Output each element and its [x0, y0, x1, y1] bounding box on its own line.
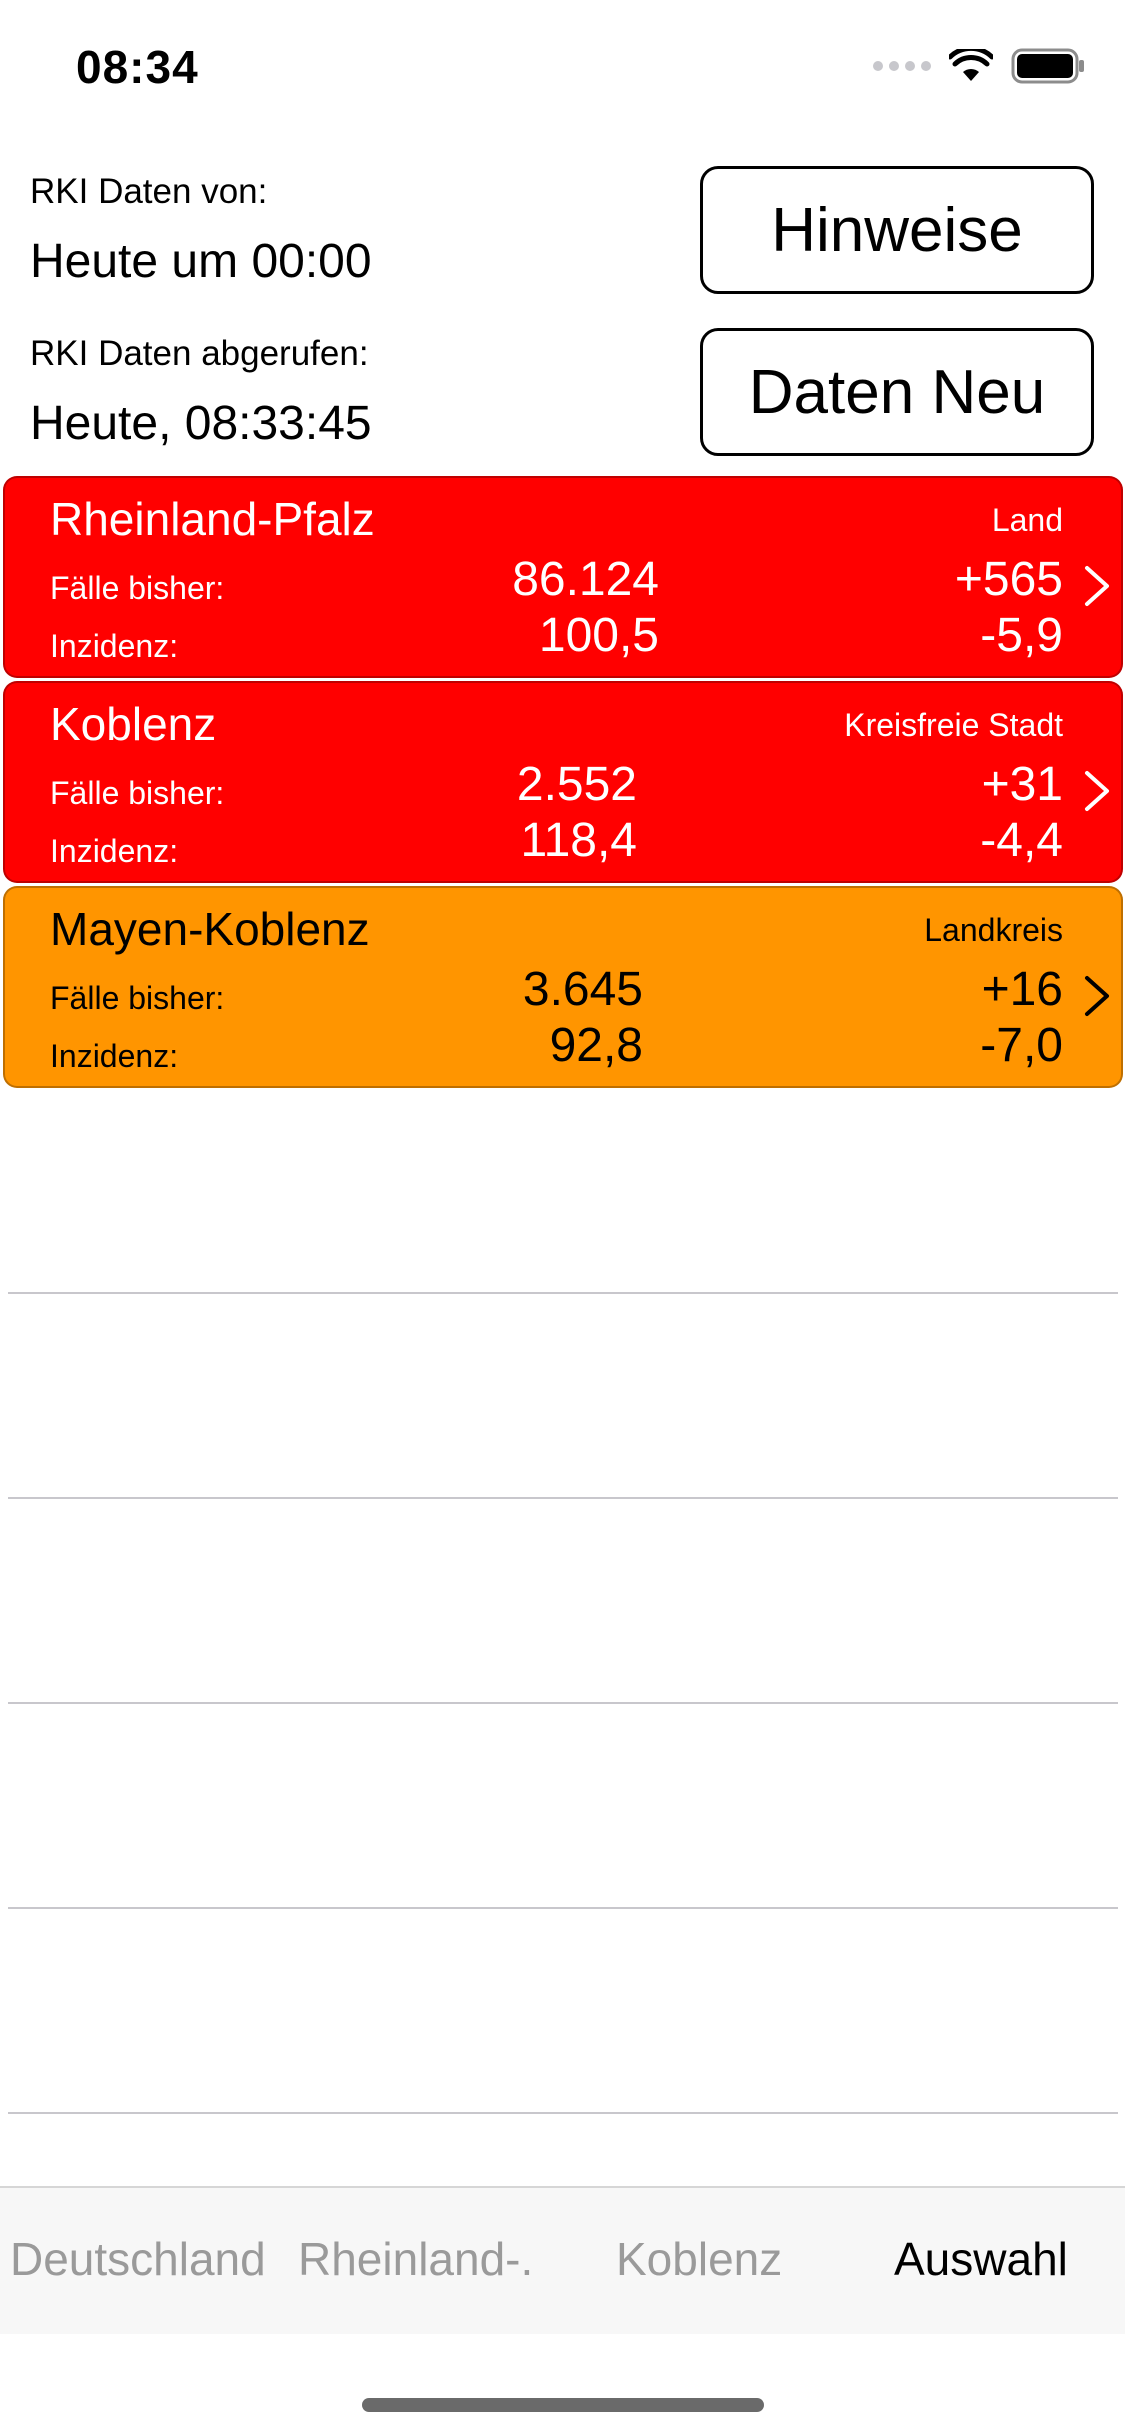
region-name: Rheinland-Pfalz: [50, 493, 375, 545]
cases-label: Fälle bisher:: [50, 775, 225, 811]
incidence-value: 100,5: [538, 609, 659, 662]
tab-koblenz[interactable]: Koblenz: [616, 2233, 783, 2285]
data-from-label: RKI Daten von:: [30, 172, 268, 211]
cases-label: Fälle bisher:: [50, 570, 225, 606]
cases-value: 2.552: [516, 758, 637, 811]
refresh-data-button[interactable]: Daten Neu: [700, 328, 1094, 456]
region-card-koblenz[interactable]: Koblenz Kreisfreie Stadt Fälle bisher: 2…: [3, 681, 1123, 883]
list-separator: [8, 1702, 1118, 1704]
list-separator: [8, 1292, 1118, 1294]
cases-delta: +31: [981, 758, 1063, 811]
status-icons: [873, 48, 1085, 84]
chevron-right-icon: [1085, 976, 1109, 1016]
list-separator: [8, 1907, 1118, 1909]
tab-rheinland[interactable]: Rheinland-.: [298, 2233, 534, 2285]
region-type: Landkreis: [924, 912, 1063, 948]
cases-value: 86.124: [512, 553, 659, 606]
list-separator: [8, 2112, 1118, 2114]
tab-deutschland[interactable]: Deutschland: [10, 2233, 266, 2285]
data-from-value: Heute um 00:00: [30, 235, 372, 288]
chevron-right-icon: [1085, 771, 1109, 811]
wifi-icon: [949, 49, 993, 81]
tab-bar: Deutschland Rheinland-. Koblenz Auswahl: [0, 2186, 1125, 2334]
incidence-delta: -7,0: [980, 1019, 1063, 1072]
region-card-rheinland-pfalz[interactable]: Rheinland-Pfalz Land Fälle bisher: 86.12…: [3, 476, 1123, 678]
cellular-signal-icon: [873, 61, 931, 71]
battery-icon: [1011, 48, 1084, 84]
region-type: Land: [991, 502, 1063, 538]
region-name: Koblenz: [50, 698, 217, 750]
incidence-delta: -4,4: [980, 814, 1063, 867]
hints-button[interactable]: Hinweise: [700, 166, 1094, 294]
region-card-mayen-koblenz[interactable]: Mayen-Koblenz Landkreis Fälle bisher: 3.…: [3, 886, 1123, 1088]
cases-label: Fälle bisher:: [50, 980, 225, 1016]
incidence-value: 92,8: [549, 1019, 643, 1072]
status-bar: 08:34: [0, 0, 1125, 140]
cases-delta: +565: [954, 553, 1063, 606]
chevron-right-icon: [1085, 566, 1109, 606]
incidence-label: Inzidenz:: [50, 1038, 179, 1074]
tab-auswahl[interactable]: Auswahl: [894, 2233, 1068, 2285]
region-name: Mayen-Koblenz: [50, 903, 370, 955]
incidence-value: 118,4: [520, 814, 637, 867]
cases-delta: +16: [981, 963, 1063, 1016]
incidence-delta: -5,9: [980, 609, 1063, 662]
region-type: Kreisfreie Stadt: [844, 707, 1063, 743]
fetched-value: Heute, 08:33:45: [30, 397, 372, 450]
incidence-label: Inzidenz:: [50, 628, 179, 664]
cases-value: 3.645: [522, 963, 643, 1016]
list-separator: [8, 1497, 1118, 1499]
home-indicator: [362, 2398, 764, 2412]
status-time: 08:34: [76, 41, 199, 93]
fetched-label: RKI Daten abgerufen:: [30, 334, 369, 373]
incidence-label: Inzidenz:: [50, 833, 179, 869]
